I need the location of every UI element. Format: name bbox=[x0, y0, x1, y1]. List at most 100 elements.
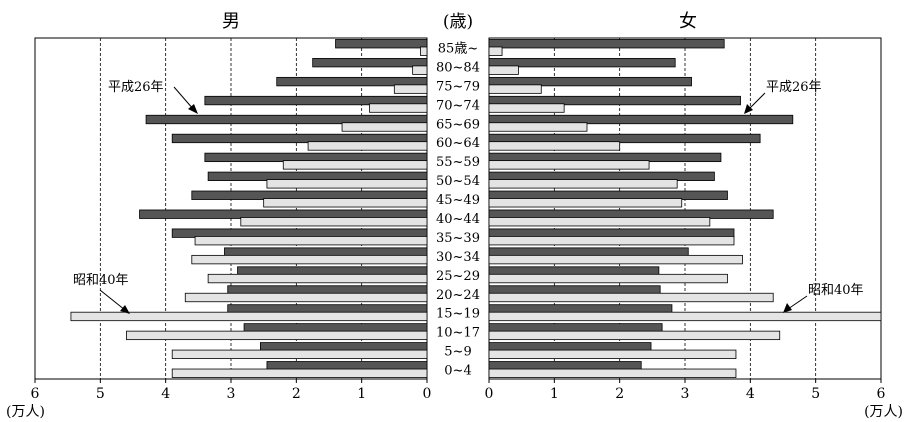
tick-label-male: 3 bbox=[227, 386, 236, 402]
age-label: 5~9 bbox=[444, 345, 471, 360]
bar-male-s0-2 bbox=[276, 76, 428, 87]
bar-female-s1-4 bbox=[488, 122, 588, 132]
bar-male-s0-5 bbox=[171, 133, 428, 144]
bar-female-s1-1 bbox=[488, 65, 519, 75]
bar-female-s1-15 bbox=[488, 330, 781, 341]
title-female: 女 bbox=[679, 11, 697, 32]
tick-label-male: 5 bbox=[96, 386, 105, 402]
tick-label-female: 5 bbox=[811, 386, 820, 402]
age-label: 10~17 bbox=[436, 326, 480, 341]
age-label: 70~74 bbox=[436, 98, 480, 113]
bar-male-s0-0 bbox=[335, 39, 428, 49]
age-label: 85歳~ bbox=[438, 41, 478, 56]
bar-female-s1-17 bbox=[488, 368, 737, 378]
bar-male-s1-16 bbox=[171, 349, 428, 359]
tick-label-female: 1 bbox=[550, 386, 559, 402]
age-label: 0~4 bbox=[444, 364, 471, 379]
bar-male-s1-3 bbox=[369, 103, 428, 113]
unit-label-left: (万人) bbox=[6, 404, 45, 420]
age-label: 40~44 bbox=[436, 212, 480, 227]
bar-female-s1-10 bbox=[488, 236, 735, 246]
bar-female-s1-6 bbox=[488, 160, 650, 170]
bar-male-s1-12 bbox=[207, 273, 428, 284]
bar-male-s1-11 bbox=[191, 254, 428, 265]
annotation-heisei-left-label: 平成26年 bbox=[108, 80, 164, 95]
bar-female-s0-5 bbox=[488, 133, 761, 144]
bar-female-s1-9 bbox=[488, 217, 711, 227]
bar-male-s1-5 bbox=[307, 141, 428, 151]
age-label: 60~64 bbox=[436, 136, 480, 151]
annotation-heisei-left: 平成26年 bbox=[108, 80, 198, 114]
bar-female-s0-4 bbox=[488, 114, 794, 125]
age-label: 80~84 bbox=[436, 60, 480, 75]
age-label: 55~59 bbox=[436, 155, 480, 170]
tick-label-male: 4 bbox=[161, 386, 170, 402]
tick-label-male: 1 bbox=[357, 386, 366, 402]
title-age-unit: (歳) bbox=[443, 12, 473, 32]
bar-female-s0-1 bbox=[488, 58, 676, 68]
bar-female-s1-11 bbox=[488, 254, 743, 265]
bar-female-s1-2 bbox=[488, 84, 542, 94]
bar-female-s1-5 bbox=[488, 141, 621, 151]
bar-male-s1-13 bbox=[184, 292, 428, 303]
bar-male-s1-1 bbox=[412, 65, 428, 75]
age-label: 30~34 bbox=[436, 250, 480, 265]
annotation-showa-left-arrowhead bbox=[120, 305, 130, 314]
annotation-heisei-right-arrow bbox=[747, 92, 766, 111]
age-label: 20~24 bbox=[436, 288, 480, 303]
bar-male-s1-14 bbox=[70, 311, 428, 322]
gridlines bbox=[99, 38, 817, 379]
bar-male-s0-3 bbox=[204, 95, 428, 106]
annotation-heisei-right-arrowhead bbox=[744, 104, 753, 114]
age-label: 75~79 bbox=[436, 79, 480, 94]
age-label: 45~49 bbox=[436, 193, 480, 208]
bar-male-s1-6 bbox=[282, 160, 428, 170]
tick-label-female: 0 bbox=[485, 386, 494, 402]
bar-female-s0-0 bbox=[488, 39, 725, 49]
bar-male-s1-4 bbox=[341, 122, 428, 132]
title-male: 男 bbox=[222, 11, 240, 32]
bar-male-s1-8 bbox=[263, 198, 428, 208]
tick-label-male: 6 bbox=[31, 386, 40, 402]
annotation-showa-right: 昭和40年 bbox=[783, 283, 864, 313]
annotation-showa-right-label: 昭和40年 bbox=[808, 283, 864, 298]
tick-label-female: 2 bbox=[615, 386, 624, 402]
bar-female-s1-3 bbox=[488, 103, 565, 113]
unit-label-right: (万人) bbox=[864, 404, 903, 420]
annotation-showa-left-arrow bbox=[99, 289, 126, 311]
bar-male-s1-2 bbox=[393, 84, 428, 94]
bar-male-s1-9 bbox=[240, 217, 428, 227]
bar-male-s1-17 bbox=[171, 368, 428, 378]
bar-male-s0-1 bbox=[312, 58, 428, 68]
age-label: 65~69 bbox=[436, 117, 480, 132]
tick-label-female: 6 bbox=[877, 386, 886, 402]
bar-male-s1-10 bbox=[194, 236, 428, 246]
annotation-showa-left-label: 昭和40年 bbox=[73, 273, 129, 288]
bars bbox=[70, 39, 882, 378]
tick-label-male: 2 bbox=[292, 386, 301, 402]
tick-label-male: 0 bbox=[423, 386, 432, 402]
age-label: 50~54 bbox=[436, 174, 480, 189]
annotation-showa-right-arrowhead bbox=[783, 303, 792, 313]
bar-female-s1-0 bbox=[488, 46, 503, 56]
bar-female-s1-12 bbox=[488, 273, 728, 284]
annotation-heisei-right: 平成26年 bbox=[744, 80, 822, 114]
bar-male-s1-15 bbox=[126, 330, 428, 341]
bar-female-s1-14 bbox=[488, 311, 882, 322]
bar-female-s0-3 bbox=[488, 95, 741, 106]
tick-label-female: 3 bbox=[681, 386, 690, 402]
bar-male-s1-7 bbox=[266, 179, 428, 189]
bar-male-s0-4 bbox=[145, 114, 428, 125]
annotation-heisei-right-label: 平成26年 bbox=[766, 80, 822, 95]
bar-male-s1-0 bbox=[420, 46, 428, 56]
annotation-showa-left: 昭和40年 bbox=[73, 273, 130, 314]
age-labels: 85歳~ 80~84 75~79 70~74 65~69 60~64 55~59 50~54 4… bbox=[436, 41, 480, 378]
bar-female-s1-7 bbox=[488, 179, 678, 189]
age-label: 25~29 bbox=[436, 269, 480, 284]
bar-female-s1-8 bbox=[488, 198, 683, 208]
axis-ticks: 6 5 4 3 2 1 0 0 1 2 3 4 5 6 bbox=[31, 379, 886, 402]
bar-female-s1-13 bbox=[488, 292, 774, 303]
age-label: 15~19 bbox=[436, 307, 480, 322]
annotation-heisei-left-arrow bbox=[173, 86, 195, 111]
